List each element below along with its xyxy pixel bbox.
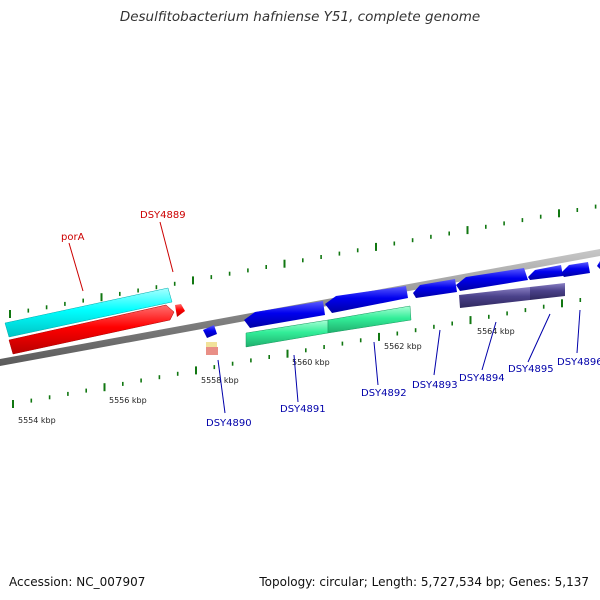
- gene-label-DSY4891[interactable]: DSY4891: [280, 404, 326, 415]
- reverse-strand-features[interactable]: [4, 287, 185, 355]
- gene-label-DSY4894[interactable]: DSY4894: [459, 373, 505, 384]
- DSY4892-feature: [327, 305, 412, 334]
- scale-label: 5556 kbp: [109, 396, 147, 405]
- scale-labels: 5554 kbp 5556 kbp 5558 kbp 5560 kbp 5562…: [18, 327, 515, 425]
- leader-porA: [68, 242, 84, 292]
- DSY4894-feature: [459, 287, 530, 308]
- gene-labels: porA DSY4889 DSY4890 DSY4891 DSY4892 DSY…: [61, 210, 600, 429]
- scale-label: 5562 kbp: [384, 342, 422, 351]
- forward-strand-features[interactable]: [203, 261, 600, 355]
- leader-DSY4894: [481, 321, 497, 371]
- gene-label-DSY4893[interactable]: DSY4893: [412, 380, 458, 391]
- gene-label-porA[interactable]: porA: [61, 232, 85, 243]
- scale-label: 5564 kbp: [477, 327, 515, 336]
- gene-label-DSY4892[interactable]: DSY4892: [361, 388, 407, 399]
- DSY4890-feature-yellow: [206, 342, 217, 347]
- accession-text: Accession: NC_007907: [9, 575, 146, 589]
- DSY4890-gene: [203, 325, 217, 338]
- topology-text: Topology: circular; Length: 5,727,534 bp…: [259, 575, 589, 589]
- DSY4895-gene: [528, 265, 563, 280]
- scale-ticks: [9, 204, 597, 408]
- next-gene-edge: [597, 261, 600, 269]
- gene-label-DSY4889[interactable]: DSY4889: [140, 210, 186, 221]
- DSY4892-gene: [325, 286, 408, 313]
- scale-label: 5558 kbp: [201, 376, 239, 385]
- gene-label-DSY4895[interactable]: DSY4895: [508, 364, 554, 375]
- DSY4889-gene: [175, 304, 185, 317]
- porA-cds: [8, 304, 175, 355]
- DSY4891-gene: [244, 301, 325, 328]
- leader-DSY4891: [293, 354, 299, 403]
- leader-DSY4890: [217, 359, 226, 414]
- leader-DSY4892: [373, 341, 379, 386]
- DSY4895-feature: [530, 283, 565, 300]
- DSY4893-gene: [413, 279, 457, 298]
- leader-DSY4896: [576, 309, 581, 354]
- label-leaders: [68, 221, 581, 414]
- leader-DSY4893: [433, 329, 441, 376]
- DSY4890-feature-pink: [206, 347, 218, 355]
- DSY4896-gene: [561, 262, 590, 277]
- DSY4894-gene: [456, 268, 528, 291]
- scale-label: 5554 kbp: [18, 416, 56, 425]
- scale-label: 5560 kbp: [292, 358, 330, 367]
- porA-gene: [4, 287, 173, 338]
- map-title: Desulfitobacterium hafniense Y51, comple…: [119, 9, 481, 25]
- gene-label-DSY4896[interactable]: DSY4896: [557, 357, 600, 368]
- leader-DSY4889: [159, 221, 174, 273]
- leader-DSY4895: [527, 313, 551, 363]
- gene-label-DSY4890[interactable]: DSY4890: [206, 418, 252, 429]
